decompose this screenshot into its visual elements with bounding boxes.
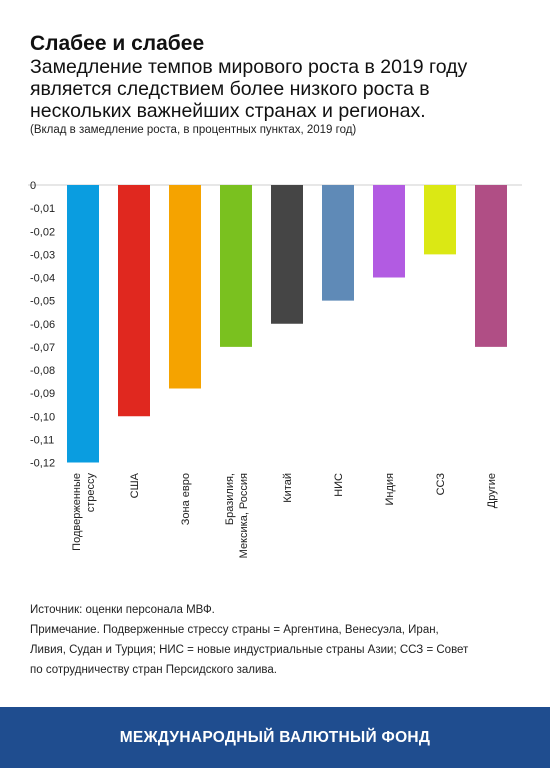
bar bbox=[67, 185, 99, 463]
footnote-line: Ливия, Судан и Турция; НИС = новые индус… bbox=[30, 644, 469, 656]
footer-banner: МЕЖДУНАРОДНЫЙ ВАЛЮТНЫЙ ФОНД bbox=[0, 707, 550, 768]
y-tick-label: -0,02 bbox=[30, 226, 55, 238]
footnotes: Источник: оценки персонала МВФ. Примечан… bbox=[30, 600, 500, 680]
bar bbox=[118, 185, 150, 417]
x-tick-label: Зона евро bbox=[180, 473, 192, 525]
y-tick-label: -0,07 bbox=[30, 342, 55, 354]
footnote-line: Примечание. Подверженные стрессу страны … bbox=[30, 624, 439, 636]
bar bbox=[424, 185, 456, 255]
source-note: Источник: оценки персонала МВФ. bbox=[30, 604, 215, 616]
y-tick-label: 0 bbox=[30, 180, 36, 192]
bar bbox=[169, 185, 201, 389]
x-tick-label: Другие bbox=[486, 473, 498, 508]
x-tick-label: Китай bbox=[282, 473, 294, 503]
y-tick-label: -0,12 bbox=[30, 458, 55, 470]
bar bbox=[373, 185, 405, 278]
y-tick-label: -0,11 bbox=[30, 434, 54, 446]
x-tick-label: США bbox=[129, 472, 141, 498]
bar bbox=[322, 185, 354, 301]
y-tick-label: -0,06 bbox=[30, 319, 55, 331]
chart-subtitle: Замедление темпов мирового роста в 2019 … bbox=[30, 56, 468, 122]
bar bbox=[271, 185, 303, 324]
x-tick-label: стрессу bbox=[85, 473, 97, 513]
y-tick-label: -0,10 bbox=[30, 411, 55, 423]
y-tick-label: -0,09 bbox=[30, 388, 55, 400]
y-tick-label: -0,04 bbox=[30, 273, 55, 285]
x-tick-label: Мексика, Россия bbox=[238, 473, 250, 558]
x-tick-label: ССЗ bbox=[435, 473, 447, 496]
x-tick-label: Подверженные bbox=[71, 473, 83, 551]
y-tick-label: -0,03 bbox=[30, 249, 55, 261]
units-note: (Вклад в замедление роста, в процентных … bbox=[30, 124, 357, 136]
bar bbox=[220, 185, 252, 347]
y-tick-label: -0,01 bbox=[30, 203, 55, 215]
x-tick-label: НИС bbox=[333, 473, 345, 497]
bar bbox=[475, 185, 507, 347]
y-tick-label: -0,08 bbox=[30, 365, 55, 377]
chart-title: Слабее и слабее bbox=[30, 32, 205, 55]
x-tick-label: Индия bbox=[384, 473, 396, 506]
footnote-line: по сотрудничеству стран Персидского зали… bbox=[30, 664, 277, 676]
x-tick-label: Бразилия, bbox=[224, 473, 236, 525]
bar-chart: 0 -0,01 -0,02 -0,03 -0,04 -0,05 -0,06 -0,07 -0,0… bbox=[28, 180, 522, 558]
organization-name: МЕЖДУНАРОДНЫЙ ВАЛЮТНЫЙ ФОНД bbox=[119, 728, 431, 746]
y-tick-label: -0,05 bbox=[30, 296, 55, 308]
